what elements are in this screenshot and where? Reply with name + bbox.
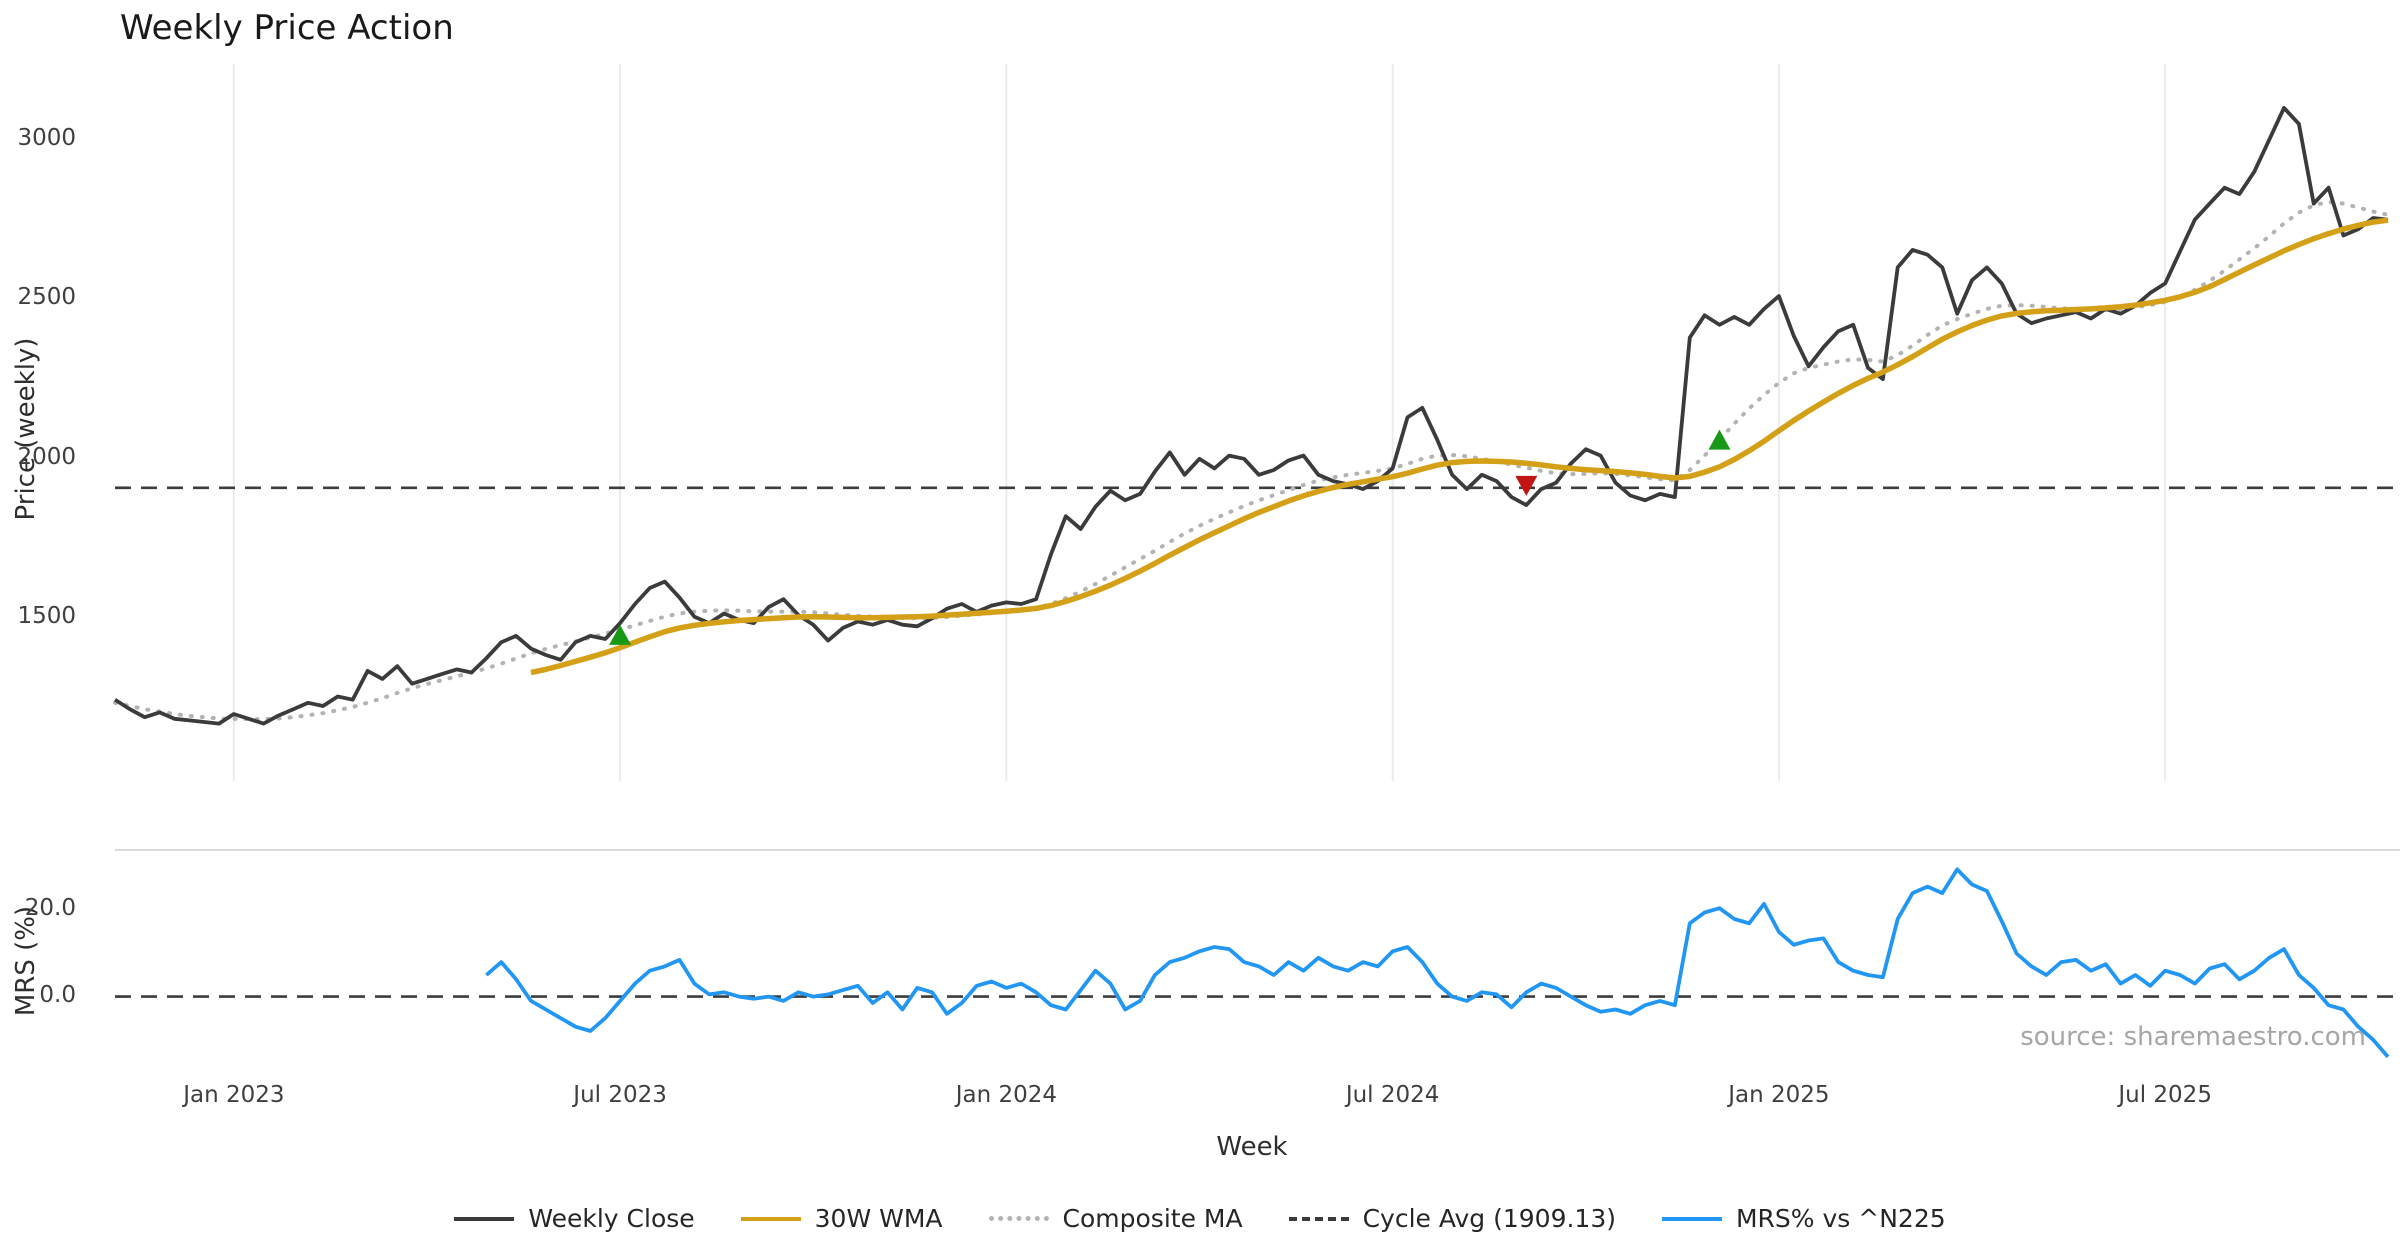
x-tick-label: Jan 2024 (955, 1082, 1058, 1108)
legend-item-mrs: MRS% vs ^N225 (1661, 1204, 1946, 1233)
x-tick-label: Jul 2024 (1345, 1082, 1440, 1108)
x-tick-label: Jan 2025 (1728, 1082, 1830, 1108)
x-axis-label: Week (1216, 1132, 1288, 1162)
legend-label: Composite MA (1062, 1204, 1243, 1233)
price-tick-label: 2000 (17, 443, 76, 470)
line-sample-icon (740, 1216, 801, 1221)
price-axis-label: Price (weekly) (11, 337, 41, 521)
legend-label: Weekly Close (528, 1204, 695, 1233)
x-tick-label: Jan 2023 (183, 1082, 285, 1108)
legend-label: 30W WMA (814, 1204, 943, 1233)
line-sample-icon (454, 1216, 515, 1221)
legend-item-composite-ma: Composite MA (988, 1204, 1243, 1233)
source-credit: source: sharemaestro.com (2020, 1022, 2366, 1052)
line-sample-icon (988, 1216, 1049, 1221)
legend-item-weekly-close: Weekly Close (454, 1204, 695, 1233)
x-tick-label: Jul 2025 (2118, 1082, 2212, 1108)
legend-label: MRS% vs ^N225 (1735, 1204, 1946, 1233)
line-sample-icon (1661, 1216, 1722, 1221)
legend-label: Cycle Avg (1909.13) (1362, 1204, 1616, 1233)
price-tick-label: 2500 (17, 284, 76, 311)
price-tick-label: 3000 (17, 124, 76, 151)
legend-item-cycle-avg: Cycle Avg (1909.13) (1288, 1204, 1616, 1233)
legend-item-30w-wma: 30W WMA (740, 1204, 943, 1233)
x-tick-label: Jul 2023 (573, 1082, 667, 1108)
line-sample-icon (1288, 1216, 1349, 1221)
legend: Weekly Close 30W WMA Composite MA Cycle … (0, 1204, 2400, 1233)
mrs-tick-label: 20.0 (24, 895, 76, 922)
mrs-tick-label: 0.0 (39, 981, 76, 1008)
price-tick-label: 1500 (17, 603, 76, 630)
page-title: Weekly Price Action (120, 8, 454, 48)
